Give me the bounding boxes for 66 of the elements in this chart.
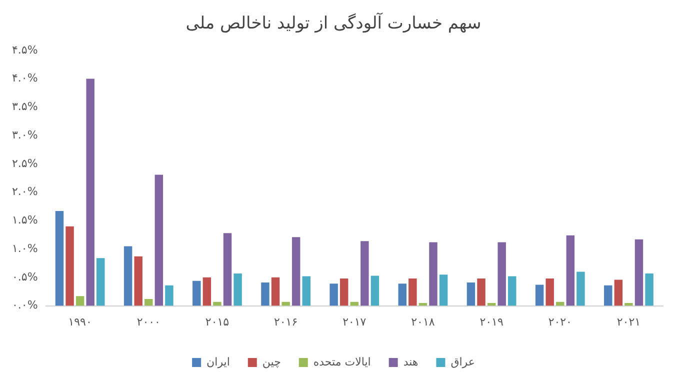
x-tick-label: ۲۰۱۶ — [274, 315, 298, 328]
x-tick-label: ۱۹۹۰ — [68, 315, 92, 328]
bar — [282, 302, 290, 306]
y-tick-label: ۰.۰% — [12, 298, 38, 312]
bar — [645, 273, 654, 306]
y-tick-label: ۳.۰% — [12, 128, 38, 142]
bar — [535, 284, 544, 306]
bar — [66, 226, 74, 306]
legend-label: ایران — [206, 355, 230, 368]
bar — [234, 273, 242, 306]
x-tick-label: ۲۰۰۰ — [136, 315, 160, 328]
bar — [154, 174, 164, 306]
bar — [292, 237, 300, 306]
bar — [477, 278, 486, 306]
bar — [429, 242, 438, 306]
bar — [370, 276, 380, 306]
y-tick-label: ۲.۵% — [12, 156, 38, 170]
chart-title: سهم خسارت آلودگی از تولید ناخالص ملی — [186, 12, 482, 34]
y-tick-label: ۱.۵% — [12, 214, 38, 227]
y-tick-label: ۴.۵% — [12, 43, 38, 56]
bar — [546, 278, 554, 306]
bar — [192, 280, 201, 306]
bar — [576, 272, 585, 306]
bar — [86, 78, 94, 306]
bar — [408, 278, 417, 306]
y-tick-label: ۱.۰% — [12, 242, 38, 255]
bar — [340, 278, 348, 306]
bar — [498, 242, 506, 306]
legend-label: هند — [403, 355, 418, 368]
bar — [134, 256, 142, 306]
legend-label: چین — [262, 355, 281, 368]
bar — [271, 277, 280, 306]
x-tick-label: ۲۰۲۰ — [548, 315, 572, 328]
bar — [398, 284, 407, 306]
bar — [634, 239, 644, 306]
y-tick-label: ۰.۵% — [12, 270, 38, 284]
bar — [508, 276, 516, 306]
bar — [614, 280, 623, 306]
bar — [302, 276, 310, 306]
bar — [566, 235, 575, 306]
y-tick-label: ۳.۵% — [12, 100, 38, 114]
x-tick-label: ۲۰۱۹ — [480, 315, 504, 328]
bar — [144, 298, 153, 306]
legend-label: عراق — [450, 355, 475, 368]
bar — [439, 274, 448, 306]
x-tick-label: ۲۰۱۷ — [342, 315, 366, 328]
bar — [55, 211, 64, 306]
legend-label: ایالات متحده — [313, 355, 371, 368]
x-tick-label: ۲۰۱۵ — [205, 315, 230, 328]
y-tick-label: ۴.۰% — [12, 72, 38, 85]
bar — [76, 296, 84, 306]
bar — [213, 302, 222, 306]
bar — [165, 285, 174, 306]
bar — [466, 282, 476, 306]
y-tick-label: ۲.۰% — [12, 185, 38, 198]
bar — [223, 233, 232, 306]
bar — [624, 302, 633, 306]
bar — [96, 258, 105, 306]
bar — [261, 282, 270, 306]
x-tick-label: ۲۰۱۸ — [411, 315, 435, 328]
bar — [360, 241, 369, 306]
bar — [330, 284, 338, 306]
bar — [604, 285, 612, 306]
bar — [202, 277, 212, 306]
bar — [124, 246, 132, 306]
x-tick-label: ۲۰۲۱ — [616, 315, 641, 328]
